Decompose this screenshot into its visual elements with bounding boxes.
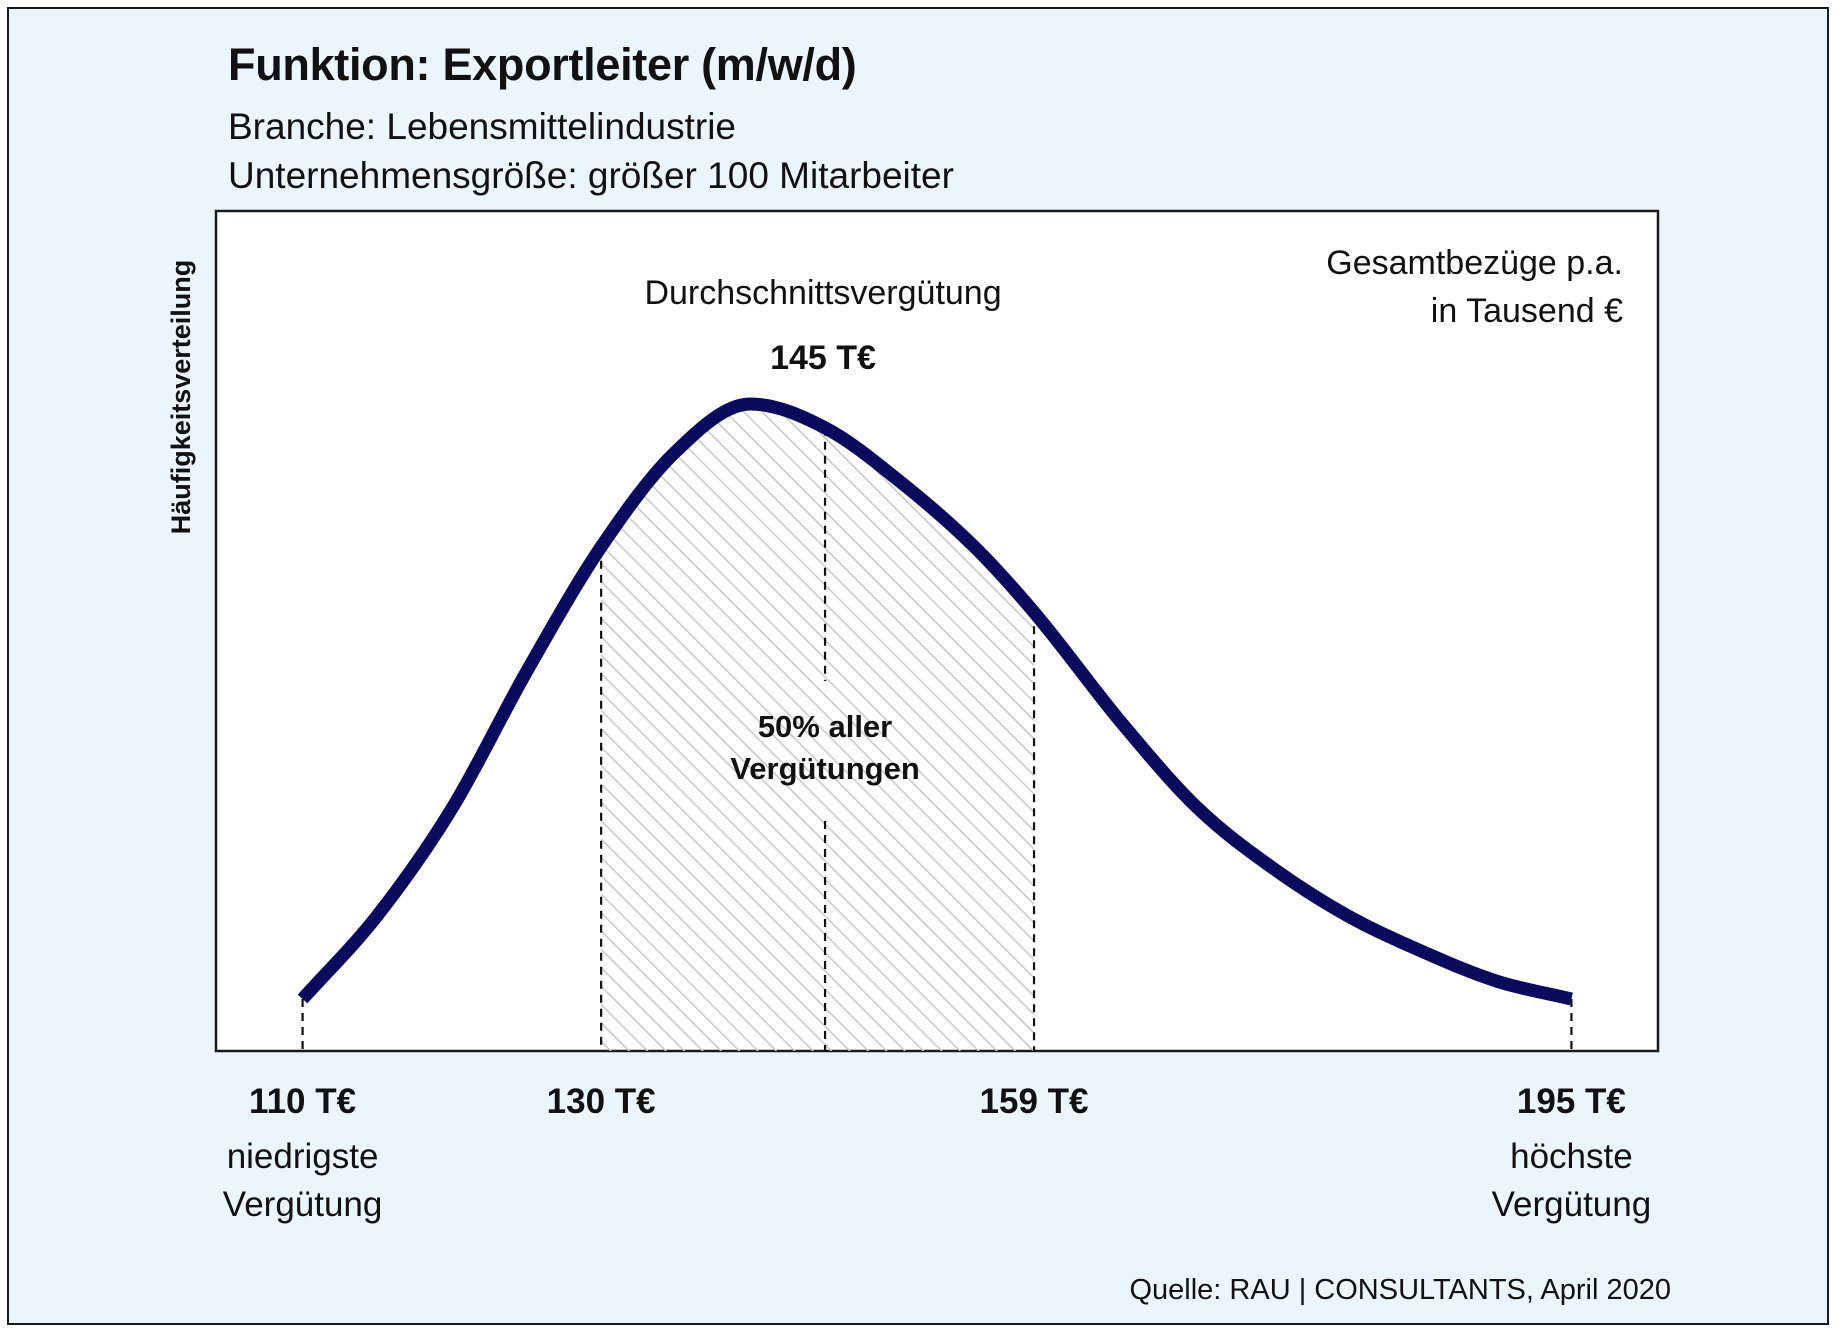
caption-195-line-1: höchste — [1510, 1137, 1633, 1176]
middle-band-hatch — [601, 404, 1035, 1052]
tick-label-110: 110 T€ — [249, 1082, 356, 1121]
subtitle-industry: Branche: Lebensmittelindustrie — [228, 106, 737, 147]
band-label-line-2: Vergütungen — [730, 751, 919, 786]
y-axis-label: Häufigkeitsverteilung — [166, 260, 196, 535]
subtitle-company-size: Unternehmensgröße: größer 100 Mitarbeite… — [228, 155, 954, 196]
distribution-curve — [297, 397, 1573, 1006]
average-value-label: 145 T€ — [770, 339, 876, 377]
band-label-line-1: 50% aller — [758, 709, 892, 744]
caption-110-line-1: niedrigste — [227, 1137, 379, 1176]
tick-label-130: 130 T€ — [547, 1082, 656, 1121]
tick-label-195: 195 T€ — [1517, 1082, 1626, 1121]
unit-note-line-1: Gesamtbezüge p.a. — [1326, 244, 1623, 282]
chart-title: Funktion: Exportleiter (m/w/d) — [228, 39, 857, 90]
caption-195-line-2: Vergütung — [1492, 1185, 1652, 1224]
caption-110-line-2: Vergütung — [223, 1185, 383, 1224]
chart-card: 50% aller Vergütungen Durchschnittsvergütu… — [7, 7, 1829, 1325]
average-label: Durchschnittsvergütung — [644, 274, 1001, 312]
tick-label-159: 159 T€ — [980, 1082, 1089, 1121]
source-note: Quelle: RAU | CONSULTANTS, April 2020 — [1129, 1274, 1671, 1306]
chart: 50% aller Vergütungen Durchschnittsvergütu… — [166, 209, 1671, 1306]
unit-note-line-2: in Tausend € — [1431, 292, 1623, 330]
